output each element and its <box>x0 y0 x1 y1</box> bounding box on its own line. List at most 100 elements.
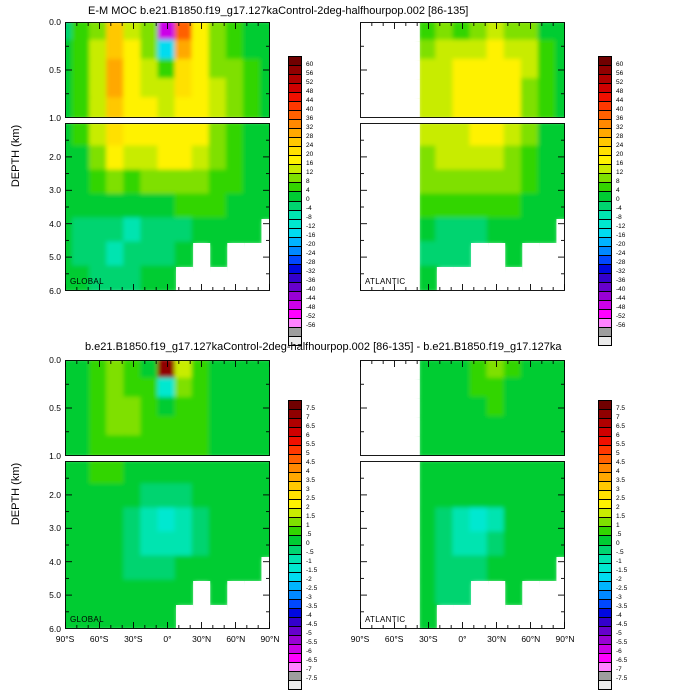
colorbar-tick-label: 1.5 <box>306 513 316 520</box>
colorbar-box <box>599 326 611 336</box>
colorbar-box <box>599 263 611 273</box>
colorbar-tick-label: 2.5 <box>616 495 626 502</box>
colorbar-box <box>599 463 611 473</box>
colorbar-tick-label: -3 <box>306 594 312 601</box>
x-tick-label: 60°S <box>89 634 109 644</box>
colorbar-box <box>289 227 301 237</box>
colorbar-box <box>289 661 301 671</box>
colorbar-tick-label: 6 <box>616 432 620 439</box>
colorbar-tick-label: 24 <box>306 142 314 149</box>
colorbar-tick-label: -8 <box>306 214 312 221</box>
colorbar-tick-label: -28 <box>306 259 316 266</box>
colorbar-box <box>289 335 301 345</box>
colorbar-tick-label: 16 <box>306 160 314 167</box>
colorbar-tick-label: 32 <box>306 124 314 131</box>
colorbar-tick-label: -44 <box>616 295 626 302</box>
colorbar-box <box>599 182 611 192</box>
colorbar-box <box>599 227 611 237</box>
colorbar-box <box>289 209 301 219</box>
colorbar-tick-label: -40 <box>616 286 626 293</box>
x-tick-label: 30°S <box>419 634 438 644</box>
colorbar-box <box>289 535 301 545</box>
colorbar-tick-label: -5 <box>616 630 622 637</box>
colorbar-box <box>599 589 611 599</box>
colorbar-tick-label: -2 <box>616 576 622 583</box>
colorbar-box <box>289 598 301 608</box>
colorbar-tick-label: 56 <box>616 70 624 77</box>
colorbar-tick-label: -6.5 <box>616 657 628 664</box>
colorbar-tick-label: -8 <box>616 214 622 221</box>
top-figure-title: E-M MOC b.e21.B1850.f19_g17.127kaControl… <box>88 5 469 17</box>
colorbar-tick-label: 40 <box>616 106 624 113</box>
colorbar-box <box>599 427 611 437</box>
colorbar-tick-label: 6.5 <box>616 423 626 430</box>
colorbar-box <box>289 544 301 554</box>
colorbar-tick-label: -4 <box>306 205 312 212</box>
colorbar-box <box>599 562 611 572</box>
colorbar-box <box>289 445 301 455</box>
y-tick-label: 0.0 <box>49 17 61 27</box>
y-tick-label: 5.0 <box>49 590 61 601</box>
colorbar-box <box>599 409 611 419</box>
colorbar-tick-label: -4 <box>616 612 622 619</box>
y-tick-label: 3.0 <box>49 523 61 534</box>
colorbar-box <box>599 625 611 635</box>
colorbar-tick-label: 5.5 <box>616 441 626 448</box>
colorbar-box <box>289 263 301 273</box>
colorbar-tick-label: 5 <box>616 450 620 457</box>
x-tick-label: 0° <box>163 634 172 644</box>
colorbar-top-global <box>288 56 302 346</box>
colorbar-box <box>599 670 611 680</box>
contour-panel-top-global <box>65 22 270 291</box>
y-tick-label: 0.0 <box>49 355 61 365</box>
colorbar-box <box>289 625 301 635</box>
colorbar-box <box>599 57 611 66</box>
colorbar-box <box>289 101 301 111</box>
colorbar-tick-label: 36 <box>616 115 624 122</box>
colorbar-box <box>599 101 611 111</box>
colorbar-box <box>599 272 611 282</box>
colorbar-box <box>289 281 301 291</box>
colorbar-box <box>289 580 301 590</box>
colorbar-box <box>289 182 301 192</box>
y-tick-label: 3.0 <box>49 185 61 196</box>
colorbar-box <box>599 634 611 644</box>
colorbar-tick-label: 8 <box>306 178 310 185</box>
colorbar-tick-label: 44 <box>306 97 314 104</box>
colorbar-box <box>599 308 611 318</box>
colorbar-diff-atlantic <box>598 400 612 690</box>
colorbar-tick-label: -4 <box>616 205 622 212</box>
colorbar-box <box>289 146 301 156</box>
colorbar-tick-label: 6 <box>306 432 310 439</box>
x-tick-label: 30°N <box>192 634 212 644</box>
colorbar-tick-label: 28 <box>616 133 624 140</box>
colorbar-tick-label: -5 <box>306 630 312 637</box>
colorbar-tick-label: -20 <box>616 241 626 248</box>
colorbar-box <box>599 490 611 500</box>
y-tick-label: 0.5 <box>49 403 61 413</box>
colorbar-box <box>289 83 301 93</box>
colorbar-tick-label: 7.5 <box>616 405 626 412</box>
colorbar-box <box>289 308 301 318</box>
colorbar-box <box>289 245 301 255</box>
colorbar-tick-label: -12 <box>306 223 316 230</box>
panel-label-global-top: GLOBAL <box>70 277 104 286</box>
colorbar-tick-label: 12 <box>616 169 624 176</box>
colorbar-tick-label: -24 <box>616 250 626 257</box>
colorbar-tick-label: 4.5 <box>616 459 626 466</box>
colorbar-box <box>599 236 611 246</box>
y-tick-label: 1.0 <box>49 113 61 123</box>
colorbar-tick-label: 4 <box>616 468 620 475</box>
colorbar-box <box>289 65 301 75</box>
colorbar-tick-label: 0 <box>616 540 620 547</box>
panel-label-global-diff: GLOBAL <box>70 615 104 624</box>
colorbar-box <box>599 83 611 93</box>
colorbar-tick-label: -48 <box>306 304 316 311</box>
colorbar-box <box>289 553 301 563</box>
colorbar-box <box>599 499 611 509</box>
colorbar-tick-label: 40 <box>306 106 314 113</box>
x-tick-label: 90°N <box>260 634 280 644</box>
colorbar-box <box>599 74 611 84</box>
colorbar-tick-label: -5.5 <box>616 639 628 646</box>
colorbar-tick-label: 7 <box>616 414 620 421</box>
